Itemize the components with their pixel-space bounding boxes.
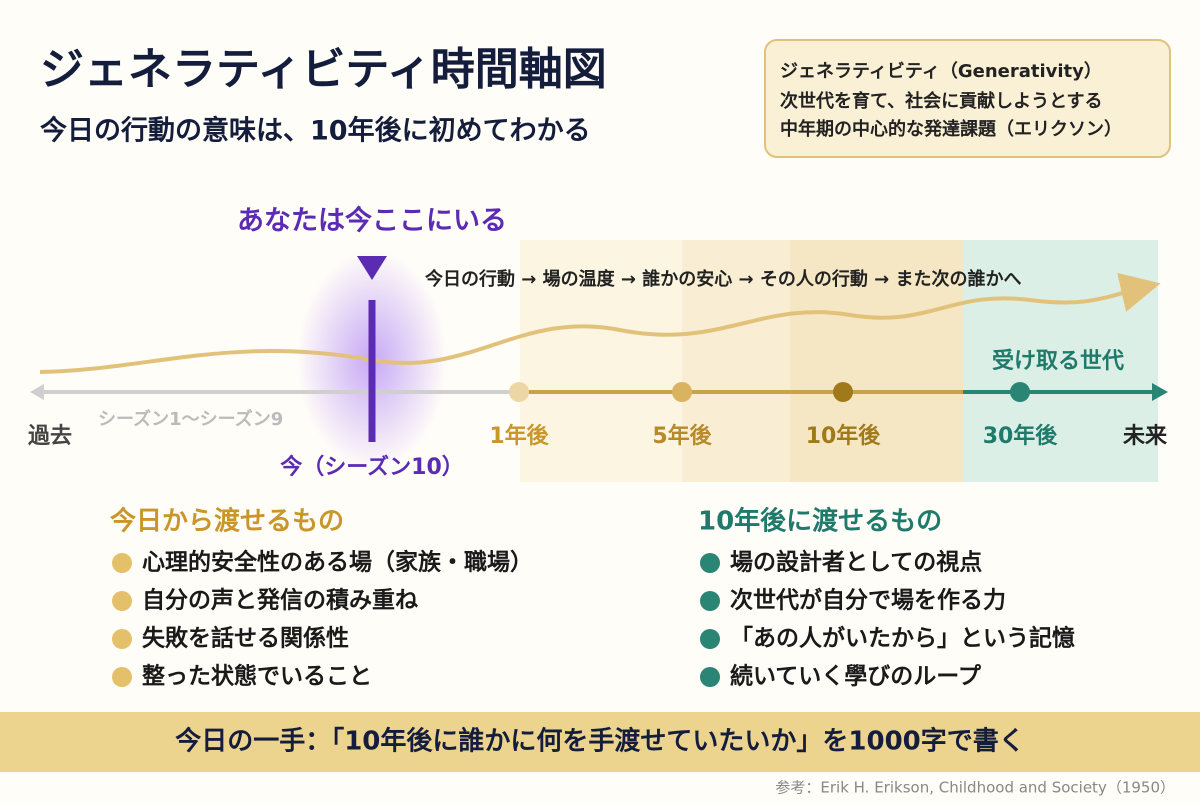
band — [790, 240, 963, 482]
bullet — [700, 591, 720, 611]
action: 今日の一手：「10年後に誰かに何を手渡せていたいか」を1000字で書く — [175, 726, 1025, 757]
band — [682, 240, 790, 482]
point — [833, 382, 853, 402]
future-label: 未来 — [1123, 424, 1168, 449]
point — [1010, 382, 1030, 402]
past-label: 過去 — [28, 423, 72, 449]
title: ジェネラティビティ時間軸図 — [40, 44, 607, 95]
receivers-label: 受け取る世代 — [992, 348, 1124, 374]
point — [509, 382, 529, 402]
point-label: 30年後 — [983, 423, 1059, 449]
definition-line: ジェネラティビティ（Generativity） — [780, 61, 1102, 82]
list-item: 場の設計者としての視点 — [730, 549, 982, 576]
definition-box — [764, 39, 1171, 158]
list-title: 10年後に渡せるもの — [698, 506, 942, 537]
point-label: 5年後 — [652, 423, 712, 449]
definition-line: 次世代を育て、社会に貢献しようとする — [780, 90, 1103, 112]
list-item: 続いていく學びのループ — [730, 663, 982, 690]
bullet — [700, 667, 720, 687]
axis-arrow — [1152, 383, 1168, 401]
marker-label: あなたは今ここにいる — [237, 205, 507, 237]
bullet — [700, 553, 720, 573]
point — [672, 382, 692, 402]
subtitle: 今日の行動の意味は、10年後に初めてわかる — [40, 115, 591, 147]
definition-line: 中年期の中心的な発達課題（エリクソン） — [780, 118, 1122, 140]
flow-curve — [39, 272, 1161, 374]
list-item: 失敗を話せる関係性 — [142, 625, 349, 652]
axis-arrow — [30, 384, 44, 400]
bullet — [112, 553, 132, 573]
reference: 参考：Erik H. Erikson, Childhood and Societ… — [775, 779, 1175, 797]
flow-label: 今日の行動 → 場の温度 → 誰かの安心 → その人の行動 → また次の誰かへ — [425, 268, 1021, 290]
now-marker — [357, 256, 387, 280]
footer-band — [0, 712, 1200, 772]
list-item: 「あの人がいたから」という記憶 — [730, 625, 1075, 652]
bullet — [112, 629, 132, 649]
bullet — [112, 667, 132, 687]
bullet — [700, 629, 720, 649]
list-item: 整った状態でいること — [142, 663, 372, 690]
list-item: 心理的安全性のある場（家族・職場） — [142, 549, 533, 576]
list-title: 今日から渡せるもの — [110, 506, 344, 537]
seasons-label: シーズン1〜シーズン9 — [98, 408, 283, 430]
point-label: 10年後 — [806, 423, 882, 449]
band — [520, 240, 682, 482]
bullet — [112, 591, 132, 611]
list-item: 次世代が自分で場を作る力 — [730, 587, 1006, 614]
now-label: 今（シーズン10） — [280, 454, 464, 480]
point-label: 1年後 — [489, 423, 549, 449]
list-item: 自分の声と発信の積み重ね — [142, 587, 418, 614]
